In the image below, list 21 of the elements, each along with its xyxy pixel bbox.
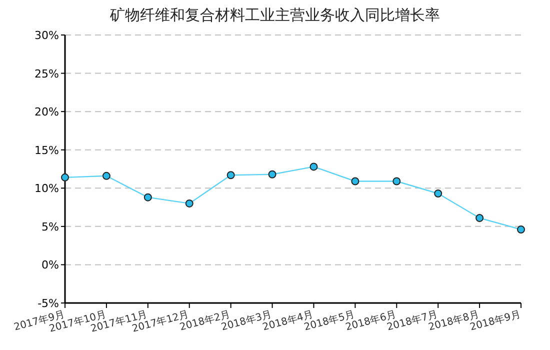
y-tick-label: 5% (42, 220, 59, 234)
y-tick-label: 20% (34, 106, 59, 119)
point (268, 170, 276, 178)
chart-title: 矿物纤维和复合材料工业主营业务收入同比增长率 (109, 6, 440, 24)
y-tick-label: 10% (34, 182, 59, 196)
point (144, 193, 152, 202)
y-tick-label: 30% (34, 29, 59, 42)
point (185, 199, 194, 208)
y-tick-label: 15% (34, 144, 59, 157)
point (61, 173, 69, 182)
point (102, 172, 110, 180)
point (392, 177, 401, 186)
point (434, 190, 442, 198)
point (517, 225, 525, 234)
point (310, 162, 318, 171)
y-tick-label: -5% (38, 297, 59, 310)
point (226, 171, 235, 180)
point (476, 214, 484, 222)
y-tick-label: 25% (34, 67, 59, 80)
y-tick-label: 0% (42, 258, 59, 272)
point (351, 177, 360, 186)
